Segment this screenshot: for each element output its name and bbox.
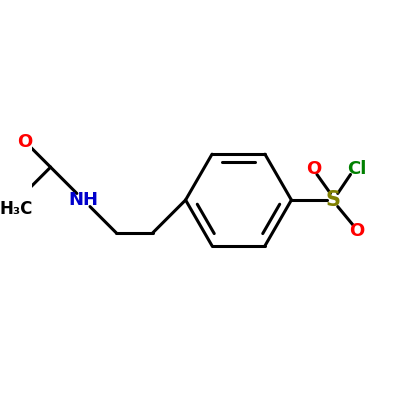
Text: Cl: Cl (347, 160, 367, 178)
Text: NH: NH (68, 191, 98, 209)
Text: O: O (350, 222, 365, 240)
Text: O: O (18, 133, 33, 151)
Text: O: O (306, 160, 321, 178)
Text: H₃C: H₃C (0, 200, 32, 218)
Text: S: S (326, 190, 341, 210)
